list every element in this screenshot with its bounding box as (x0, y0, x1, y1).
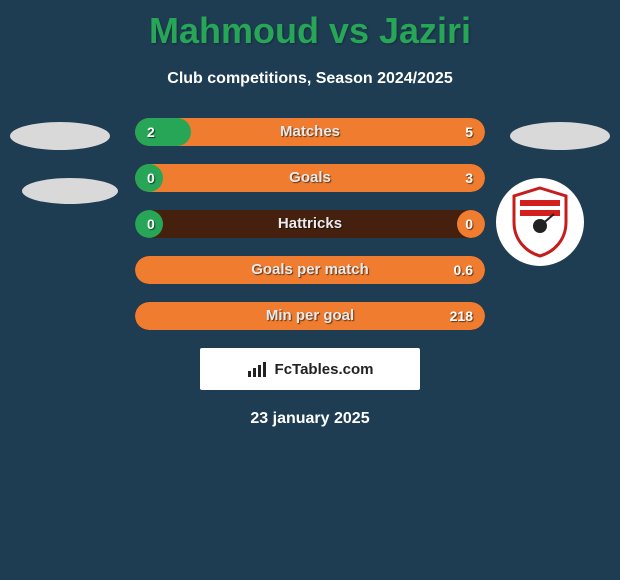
bar-chart-icon (247, 360, 269, 378)
shield-icon (510, 186, 570, 258)
stat-row: Goals0 3 (135, 164, 485, 192)
stat-label: Min per goal (135, 302, 485, 330)
stat-label: Hattricks (135, 210, 485, 238)
page-title: Mahmoud vs Jaziri (0, 0, 620, 52)
stat-row: Hattricks0 0 (135, 210, 485, 238)
subtitle: Club competitions, Season 2024/2025 (0, 70, 620, 88)
stat-label: Goals per match (135, 256, 485, 284)
player-right-photo-placeholder (510, 122, 610, 150)
stat-value-right: 5 (465, 118, 473, 146)
stat-label: Matches (135, 118, 485, 146)
stat-row: Min per goal218 (135, 302, 485, 330)
stat-value-left: 0 (147, 164, 155, 192)
stats-container: Matches25Goals03Hattricks00Goals per mat… (135, 118, 485, 330)
stat-value-right: 0.6 (454, 256, 473, 284)
stat-value-right: 218 (450, 302, 473, 330)
stat-label: Goals (135, 164, 485, 192)
stat-value-left: 2 (147, 118, 155, 146)
stat-value-right: 0 (465, 210, 473, 238)
stat-value-left: 0 (147, 210, 155, 238)
club-crest-right (496, 178, 584, 266)
stat-value-right: 3 (465, 164, 473, 192)
date-line: 23 january 2025 (0, 410, 620, 428)
stat-row: Goals per match0.6 (135, 256, 485, 284)
stat-row: Matches2 5 (135, 118, 485, 146)
brand-badge[interactable]: FcTables.com (200, 348, 420, 390)
player-left-photo-placeholder-2 (22, 178, 118, 204)
brand-text: FcTables.com (275, 361, 374, 378)
player-left-photo-placeholder-1 (10, 122, 110, 150)
